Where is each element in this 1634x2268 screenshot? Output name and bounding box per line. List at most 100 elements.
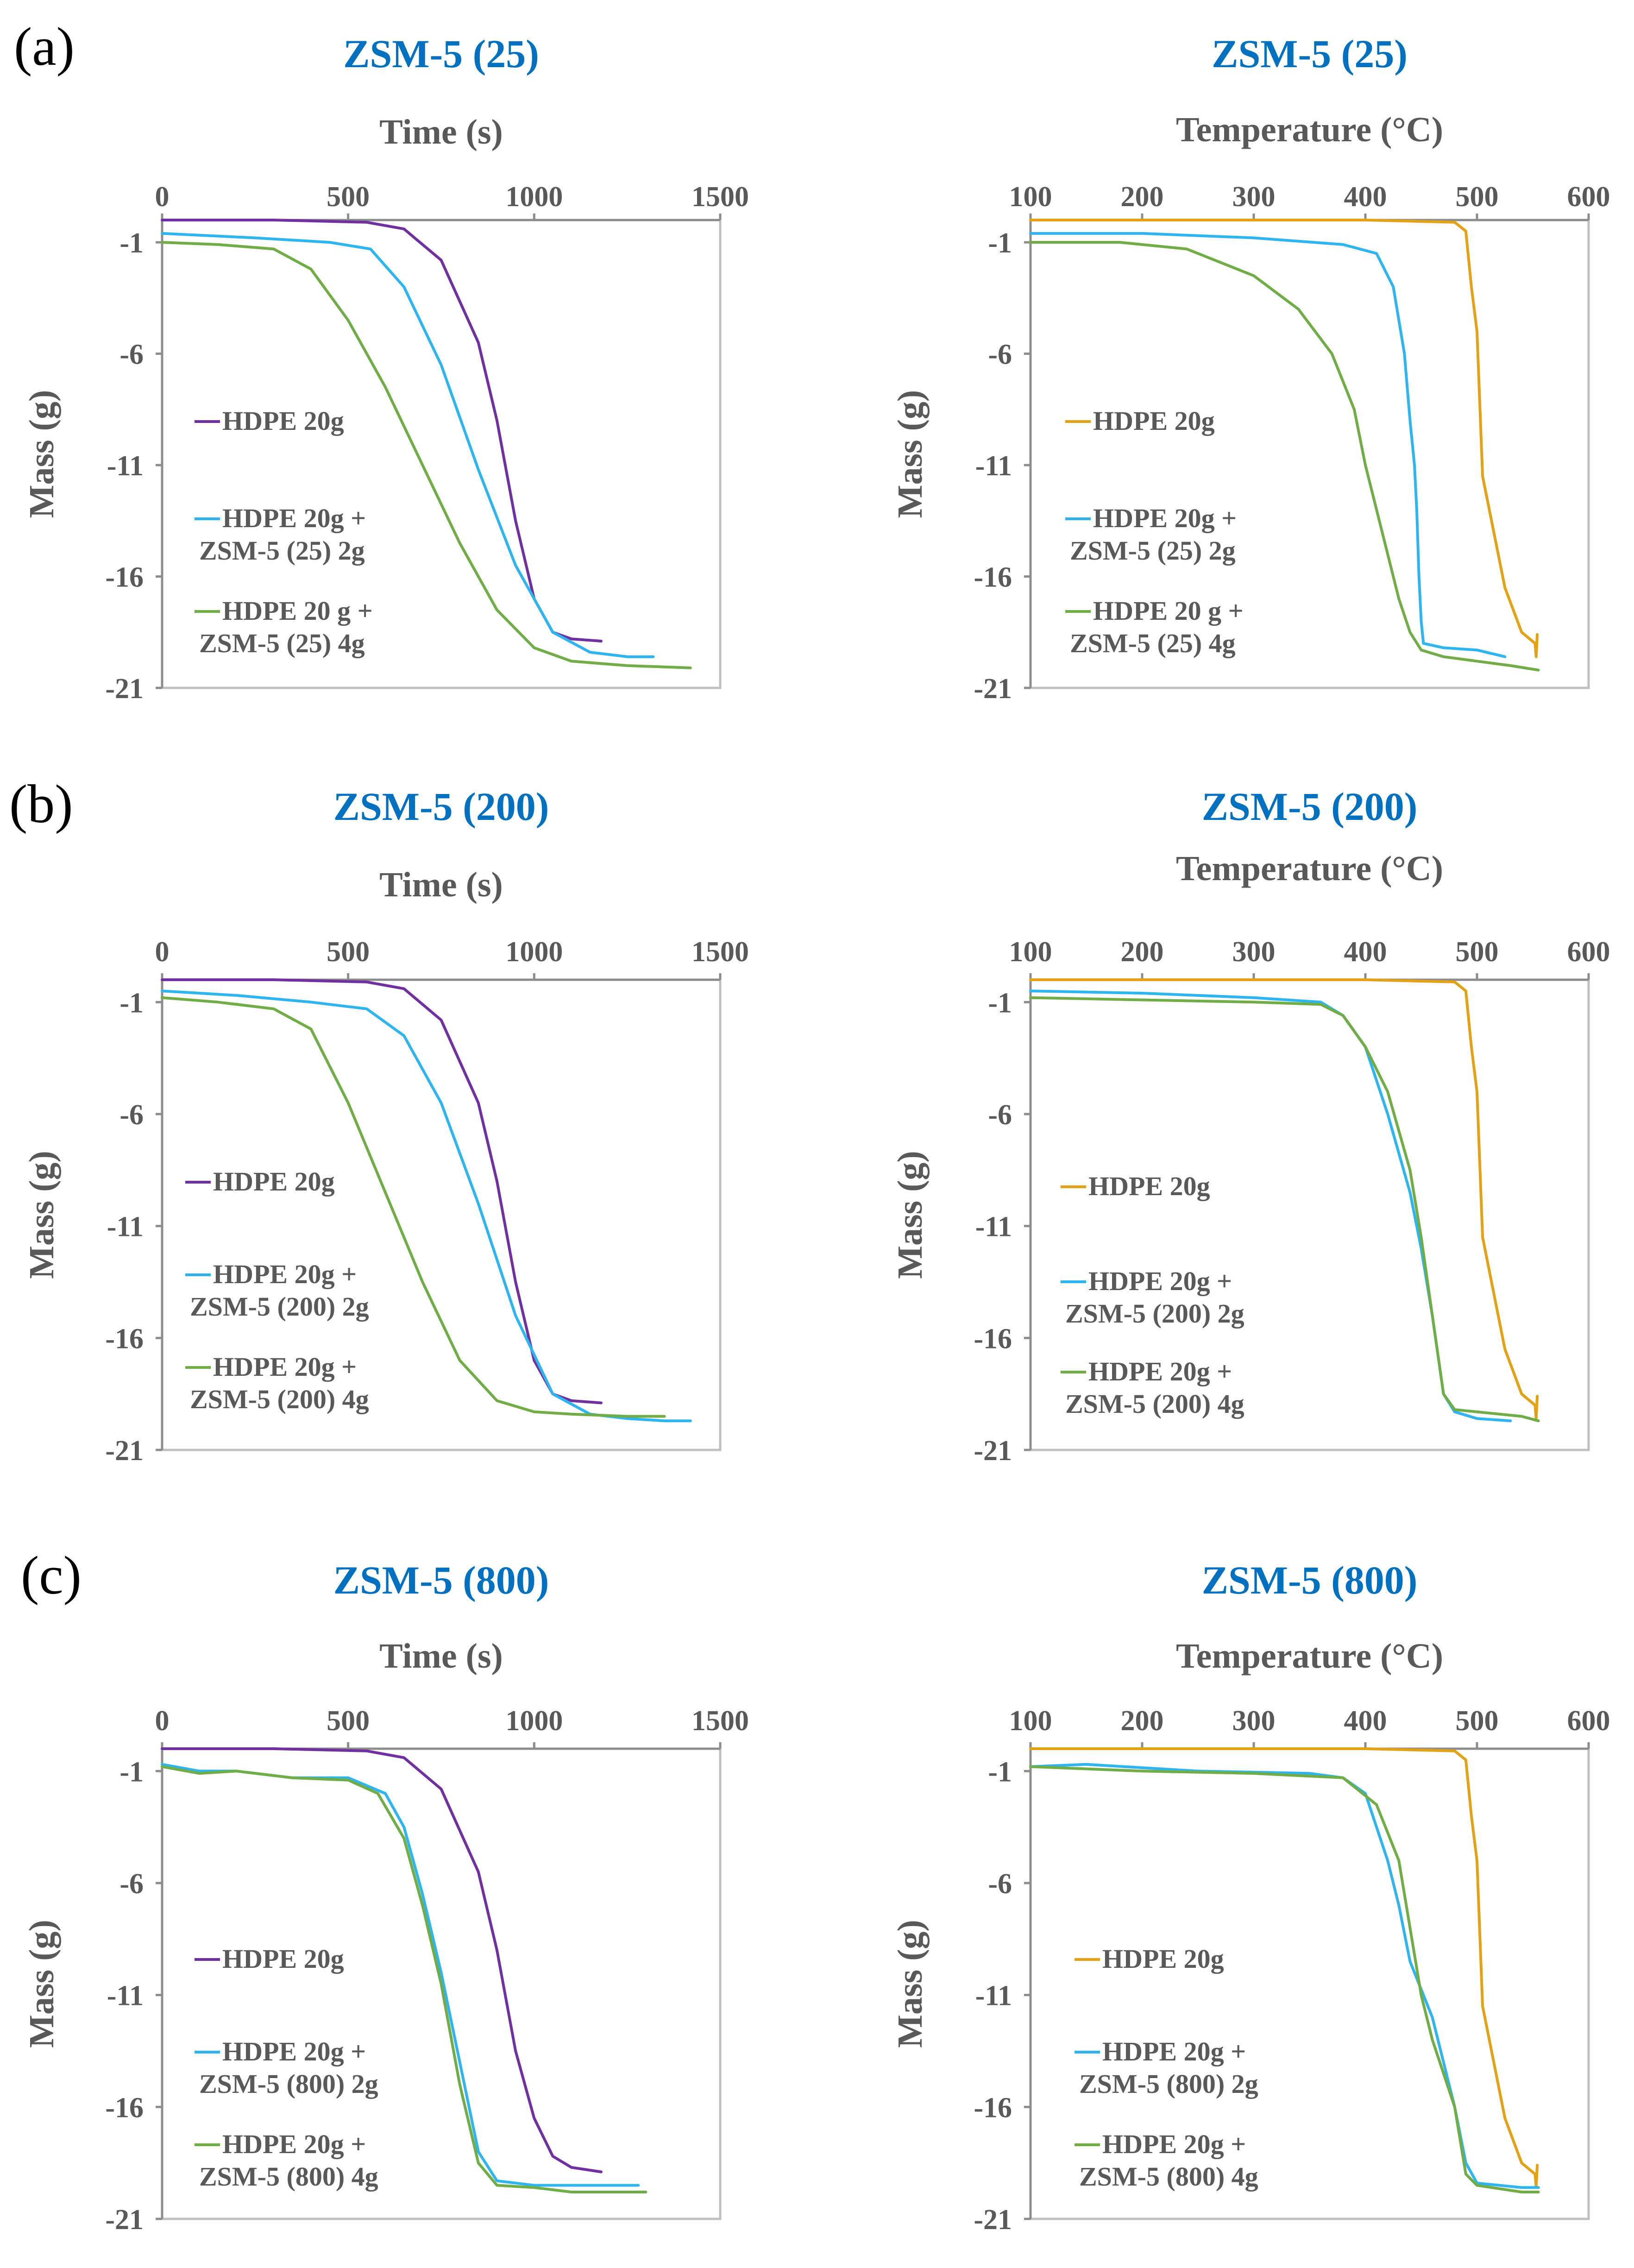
series-line-3 xyxy=(1029,996,1540,1423)
y-tick-label: -11 xyxy=(975,450,1012,482)
legend-label: HDPE 20g xyxy=(1102,1944,1224,1974)
y-tick-label: -16 xyxy=(105,1323,144,1354)
y-axis-title: Mass (g) xyxy=(22,1920,61,2048)
y-axis-title: Mass (g) xyxy=(891,390,930,518)
x-tick-label: 400 xyxy=(1344,181,1387,213)
series-line-2 xyxy=(161,1763,640,2187)
x-tick-label: 100 xyxy=(1009,181,1052,213)
x-tick-label: 1500 xyxy=(691,1705,749,1737)
y-tick-label: -21 xyxy=(105,2204,144,2236)
x-tick-label: 500 xyxy=(1456,1705,1499,1737)
y-tick-label: -11 xyxy=(107,1980,144,2012)
y-tick-label: -21 xyxy=(105,673,144,705)
x-axis-title: Time (s) xyxy=(379,1637,503,1676)
y-tick-label: -16 xyxy=(105,562,144,593)
y-axis-title: Mass (g) xyxy=(22,390,61,518)
y-tick-label: -11 xyxy=(975,1211,1012,1243)
x-tick-label: 0 xyxy=(155,1705,170,1737)
y-tick-label: -6 xyxy=(119,339,144,371)
y-tick-label: -21 xyxy=(974,2204,1012,2236)
x-tick-label: 1500 xyxy=(691,181,749,213)
chart-title: ZSM-5 (200) xyxy=(333,784,549,829)
x-tick-label: 1000 xyxy=(505,1705,563,1737)
series-line-3 xyxy=(161,241,692,669)
y-axis-title: Mass (g) xyxy=(891,1920,930,2048)
x-axis-title: Time (s) xyxy=(379,865,503,904)
legend-label: HDPE 20g + ZSM-5 (200) 2g xyxy=(190,1259,369,1322)
x-tick-label: 100 xyxy=(1009,936,1052,968)
panel-label: (b) xyxy=(9,774,73,834)
legend-label: HDPE 20g + ZSM-5 (200) 4g xyxy=(1065,1356,1244,1419)
y-tick-label: -1 xyxy=(119,1756,144,1788)
chart-3: (b) ZSM-5 (200) Time (s) Mass (g) 0 500 1000 15… xyxy=(9,774,749,1467)
chart-title: ZSM-5 (25) xyxy=(343,32,539,76)
y-tick-label: -1 xyxy=(119,227,144,259)
x-tick-label: 300 xyxy=(1232,181,1276,213)
y-tick-label: -21 xyxy=(974,673,1012,705)
x-axis-title: Temperature (°C) xyxy=(1176,110,1443,149)
y-tick-label: -6 xyxy=(119,1099,144,1131)
x-tick-label: 500 xyxy=(1456,936,1499,968)
legend-label: HDPE 20g + ZSM-5 (25) 2g xyxy=(1070,503,1237,566)
y-tick-label: -1 xyxy=(988,227,1012,259)
y-tick-label: -16 xyxy=(974,562,1012,593)
series-line-2 xyxy=(161,232,655,658)
panel-label: (a) xyxy=(14,16,75,77)
x-tick-label: 400 xyxy=(1344,1705,1387,1737)
legend-label: HDPE 20g xyxy=(1093,406,1215,436)
legend-label: HDPE 20 g + ZSM-5 (25) 4g xyxy=(1070,596,1244,658)
y-axis-title: Mass (g) xyxy=(22,1151,61,1279)
x-tick-label: 0 xyxy=(155,181,170,213)
y-tick-label: -1 xyxy=(119,987,144,1019)
chart-title: ZSM-5 (25) xyxy=(1212,32,1408,76)
x-tick-label: 500 xyxy=(327,181,370,213)
chart-6: ZSM-5 (800) Temperature (°C) Mass (g) 100 20… xyxy=(891,1558,1610,2236)
legend-label: HDPE 20g + ZSM-5 (800) 4g xyxy=(1079,2129,1258,2192)
series-line-3 xyxy=(161,1765,647,2193)
y-tick-label: -16 xyxy=(974,1323,1012,1354)
chart-5: (c) ZSM-5 (800) Time (s) Mass (g) 0 500 1000 15… xyxy=(21,1545,749,2236)
x-tick-label: 300 xyxy=(1232,936,1276,968)
y-tick-label: -11 xyxy=(975,1980,1012,2012)
x-tick-label: 200 xyxy=(1121,936,1164,968)
y-axis-title: Mass (g) xyxy=(891,1151,930,1279)
legend-label: HDPE 20g + ZSM-5 (200) 4g xyxy=(190,1352,369,1414)
series-line-3 xyxy=(1029,241,1540,672)
x-tick-label: 400 xyxy=(1344,936,1387,968)
chart-title: ZSM-5 (800) xyxy=(333,1558,549,1602)
legend-label: HDPE 20g xyxy=(1088,1171,1210,1201)
series-line-1 xyxy=(1029,219,1539,658)
x-tick-label: 0 xyxy=(155,936,170,968)
y-tick-label: -21 xyxy=(105,1435,144,1467)
x-tick-label: 500 xyxy=(1456,181,1499,213)
x-axis-title: Temperature (°C) xyxy=(1176,1637,1443,1676)
x-tick-label: 100 xyxy=(1009,1705,1052,1737)
legend-label: HDPE 20g + ZSM-5 (800) 2g xyxy=(199,2036,378,2099)
x-tick-label: 200 xyxy=(1121,1705,1164,1737)
chart-1: (a) ZSM-5 (25) Time (s) Mass (g) 0 500 1000 150… xyxy=(14,16,749,705)
y-tick-label: -16 xyxy=(105,2092,144,2123)
y-tick-label: -1 xyxy=(988,1756,1012,1788)
y-tick-label: -6 xyxy=(119,1868,144,1900)
y-tick-label: -6 xyxy=(988,1099,1012,1131)
series-line-2 xyxy=(1029,232,1507,658)
x-tick-label: 1000 xyxy=(505,181,563,213)
y-tick-label: -6 xyxy=(988,339,1012,371)
y-tick-label: -1 xyxy=(988,987,1012,1019)
x-tick-label: 600 xyxy=(1567,181,1610,213)
x-tick-label: 1000 xyxy=(505,936,563,968)
y-tick-label: -11 xyxy=(107,450,144,482)
series-line-3 xyxy=(1029,1765,1540,2193)
x-axis-title: Temperature (°C) xyxy=(1176,849,1443,888)
series-line-3 xyxy=(161,996,666,1418)
chart-title: ZSM-5 (200) xyxy=(1202,784,1418,829)
legend-label: HDPE 20 g + ZSM-5 (25) 4g xyxy=(199,596,373,658)
legend-label: HDPE 20g + ZSM-5 (200) 2g xyxy=(1065,1266,1244,1329)
x-axis-title: Time (s) xyxy=(379,113,503,151)
x-tick-label: 1500 xyxy=(691,936,749,968)
legend-label: HDPE 20g + ZSM-5 (800) 4g xyxy=(199,2129,378,2192)
panel-label: (c) xyxy=(21,1545,82,1606)
x-tick-label: 500 xyxy=(327,936,370,968)
x-tick-label: 500 xyxy=(327,1705,370,1737)
